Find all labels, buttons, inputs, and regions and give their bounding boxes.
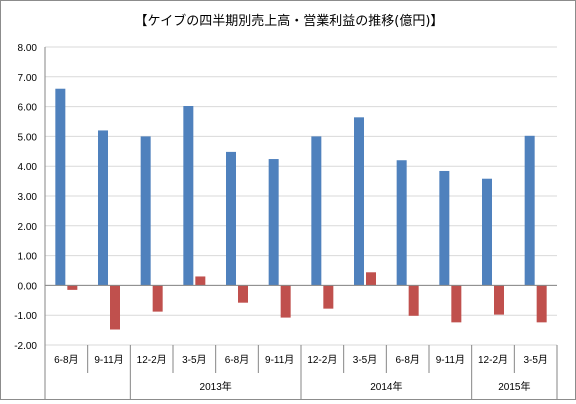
x-tick-label: 12-2月 (137, 354, 167, 366)
x-tick-label: 9-11月 (436, 354, 465, 366)
tick-labels: 8.00 7.00 6.00 5.00 4.00 3.00 2.00 1.00 0.00 -1.0… (14, 43, 548, 393)
group-label: 2013年 (200, 380, 232, 393)
x-tick-label: 6-8月 (225, 354, 249, 366)
bar-series-1 (524, 135, 535, 286)
bar-series-2 (238, 285, 248, 303)
bar-series-2 (110, 285, 120, 330)
y-tick-label: 7.00 (18, 73, 38, 84)
y-tick-label: 2.00 (18, 222, 38, 233)
gridlines (45, 46, 557, 346)
y-tick-label: 8.00 (18, 43, 38, 54)
bar-series-2 (408, 285, 419, 316)
y-tick-label: 0.00 (18, 281, 38, 292)
bar-series-2 (323, 285, 334, 309)
y-tick-label: 5.00 (18, 132, 38, 143)
bar-series-1 (55, 88, 66, 286)
y-tick-label: 1.00 (18, 252, 38, 263)
bar-series-1 (482, 178, 492, 286)
bar-series-2 (536, 285, 547, 323)
x-tick-label: 12-2月 (478, 354, 508, 366)
x-tick-label: 9-11月 (94, 354, 123, 366)
bar-series-2 (280, 285, 291, 318)
bar-series-1 (396, 160, 407, 286)
bar-series-1 (98, 130, 108, 286)
bar-series-1 (226, 151, 236, 286)
bar-series-2 (152, 285, 163, 312)
bar-series-2 (195, 276, 206, 286)
chart-title: 【ケイブの四半期別売上高・営業利益の推移(億円)】 (134, 14, 444, 29)
x-tick-label: 6-8月 (54, 354, 78, 366)
group-label: 2014年 (370, 380, 402, 393)
bar-series-2 (366, 272, 376, 286)
x-tick-label: 12-2月 (307, 354, 337, 366)
bar-series-1 (439, 170, 450, 286)
y-tick-label: -2.00 (14, 341, 37, 352)
bar-series-1 (140, 136, 151, 286)
bar-series-1 (183, 106, 194, 286)
bars (55, 88, 547, 330)
y-tick-label: 3.00 (18, 192, 38, 203)
x-tick-label: 3-5月 (523, 354, 547, 366)
x-tick-label: 3-5月 (353, 354, 377, 366)
y-tick-label: 6.00 (18, 103, 38, 114)
bar-series-1 (268, 159, 279, 286)
bar-series-2 (67, 285, 78, 290)
bar-series-1 (311, 136, 322, 286)
y-tick-label: -1.00 (14, 311, 37, 322)
group-label: 2015年 (498, 380, 530, 393)
x-tick-label: 9-11月 (265, 354, 294, 366)
bar-series-2 (494, 285, 504, 315)
x-tick-label: 3-5月 (182, 354, 206, 366)
axes (44, 47, 558, 399)
bar-series-1 (354, 117, 364, 286)
bar-series-2 (451, 285, 462, 323)
y-tick-label: 4.00 (18, 162, 38, 173)
x-tick-label: 6-8月 (395, 354, 419, 366)
